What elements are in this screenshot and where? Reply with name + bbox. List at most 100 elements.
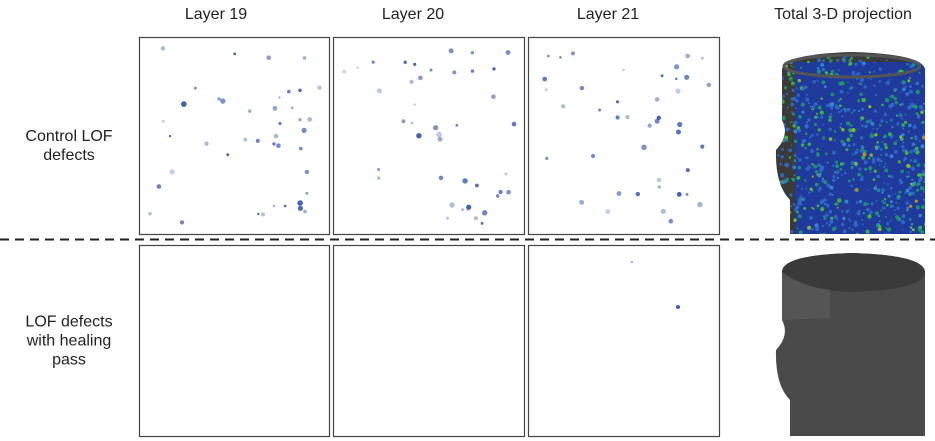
- projection-dot: [785, 128, 789, 132]
- projection-dot: [840, 140, 843, 143]
- projection-dot: [848, 180, 851, 183]
- projection-dot: [806, 94, 808, 96]
- projection-dot: [852, 178, 855, 181]
- projection-dot: [911, 137, 913, 139]
- projection-dot: [914, 137, 918, 141]
- projection-dot: [840, 90, 844, 94]
- projection-dot: [923, 189, 927, 193]
- projection-dot: [775, 204, 778, 207]
- projection-dot: [826, 204, 830, 208]
- defect-dot: [317, 85, 321, 89]
- projection-dot: [811, 134, 814, 137]
- projection-dot: [921, 85, 924, 88]
- defect-dot: [433, 125, 438, 130]
- defect-dot: [545, 88, 548, 91]
- projection-dot: [822, 80, 826, 84]
- projection-dot: [899, 113, 903, 117]
- projection-dot: [882, 141, 884, 143]
- projection-dot: [815, 223, 819, 227]
- projection-dot: [870, 78, 872, 80]
- projection-dot: [818, 128, 821, 131]
- defect-dot: [220, 98, 225, 103]
- projection-dot: [885, 146, 888, 149]
- defect-dot: [675, 89, 680, 94]
- projection-dot: [861, 125, 863, 127]
- defect-dot: [496, 194, 499, 197]
- projection-dot: [868, 157, 870, 159]
- projection-dot: [798, 158, 801, 161]
- projection-dot: [912, 143, 916, 147]
- projection-dot: [794, 160, 796, 162]
- projection-dot: [919, 61, 921, 63]
- projection-dot: [815, 227, 819, 231]
- projection-dot: [881, 200, 884, 203]
- defect-dot: [436, 132, 442, 138]
- projection-dot: [902, 128, 904, 130]
- projection-dot: [876, 128, 878, 130]
- projection-dot: [848, 59, 850, 61]
- defect-dot: [701, 57, 704, 60]
- projection-dot: [847, 82, 849, 84]
- defect-dot: [287, 90, 291, 94]
- projection-dot: [785, 214, 787, 216]
- defect-dot: [657, 178, 661, 182]
- projection-dot: [864, 168, 867, 171]
- projection-dot: [815, 170, 818, 173]
- projection-dot: [851, 111, 853, 113]
- projection-dot: [859, 93, 862, 96]
- projection-dot: [917, 115, 921, 119]
- projection-dot: [903, 157, 907, 161]
- projection-dot: [890, 220, 892, 222]
- projection-dot: [841, 210, 843, 212]
- projection-dot: [837, 177, 839, 179]
- projection-dot: [909, 150, 913, 154]
- projection-dot: [875, 94, 877, 96]
- projection-dot: [790, 65, 792, 67]
- defect-dot: [661, 209, 666, 214]
- projection-dot: [880, 148, 883, 151]
- projection-dot: [878, 80, 881, 83]
- projection-dot: [902, 82, 904, 84]
- projection-dot: [872, 160, 876, 164]
- projection-dot: [903, 142, 905, 144]
- defect-dot: [456, 124, 459, 127]
- projection-dot: [789, 156, 791, 158]
- projection-dot: [809, 136, 811, 138]
- defect-dot: [626, 115, 630, 119]
- defect-dot: [438, 137, 443, 142]
- projection-dot: [822, 178, 824, 180]
- projection-dot: [848, 218, 850, 220]
- projection-dot: [796, 87, 798, 89]
- projection-dot: [858, 128, 860, 130]
- projection-dot: [831, 70, 834, 73]
- projection-dot: [840, 162, 844, 166]
- projection-dot: [819, 187, 822, 190]
- projection-dot: [869, 211, 872, 214]
- defect-dot: [498, 190, 502, 194]
- projection-dot: [868, 105, 871, 108]
- projection-dot: [839, 104, 842, 107]
- defect-dot: [631, 261, 634, 264]
- projection-dot: [797, 228, 799, 230]
- projection-dot: [823, 198, 826, 201]
- projection-dot: [864, 161, 868, 165]
- defect-dot: [162, 120, 165, 123]
- projection-dot: [829, 59, 832, 62]
- projection-dot: [777, 184, 781, 188]
- projection-dot: [800, 67, 802, 69]
- projection-dot: [777, 193, 779, 195]
- defect-dot: [466, 205, 471, 210]
- projection-dot: [846, 138, 850, 142]
- projection-dot: [789, 77, 793, 81]
- defect-dot: [506, 50, 511, 55]
- projection-dot: [790, 230, 793, 233]
- projection-dot: [832, 151, 836, 155]
- defect-dot: [157, 184, 162, 189]
- projection-dot: [779, 163, 782, 166]
- projection-dot: [887, 227, 891, 231]
- projection-dot: [782, 222, 785, 225]
- projection-dot: [785, 205, 788, 208]
- defect-dot: [605, 209, 610, 214]
- projection-dot: [886, 121, 888, 123]
- projection-dot: [813, 80, 816, 83]
